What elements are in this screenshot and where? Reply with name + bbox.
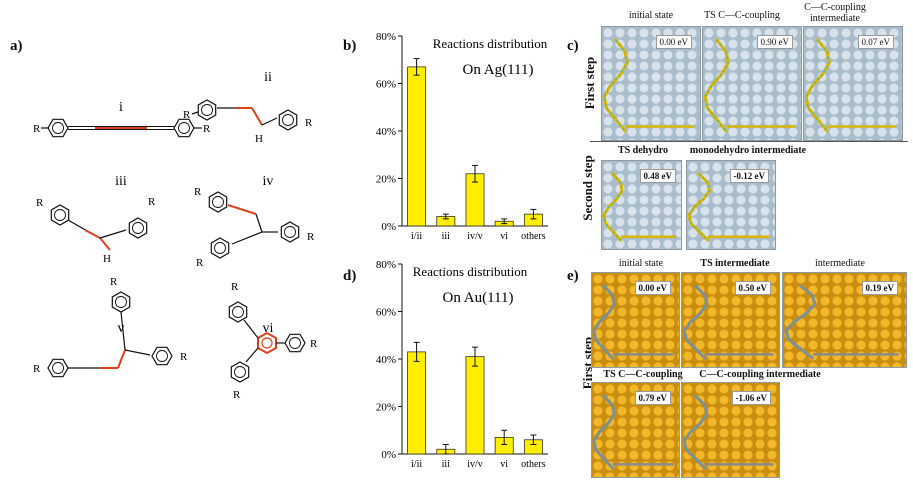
svg-text:H: H (255, 133, 263, 145)
first-step-label-c: First step (582, 56, 597, 110)
e-title-4: TS C—C-coupling (603, 369, 683, 380)
svg-text:R: R (180, 351, 188, 363)
svg-text:R: R (196, 257, 204, 269)
structure-iii-label: iii (115, 174, 127, 189)
structure-ii-label: ii (264, 70, 272, 85)
panel-b-label: b) (343, 38, 357, 54)
svg-text:R: R (183, 109, 191, 121)
structure-iv-label: iv (263, 174, 274, 189)
c-first-step-intermediate: 0.07 eV (803, 26, 903, 141)
au-xtick-label-3: vi (500, 459, 508, 470)
structure-i: i R R (33, 100, 211, 138)
ag-xtick-label-4: others (521, 231, 546, 242)
svg-text:H: H (103, 253, 111, 265)
svg-text:R: R (33, 123, 41, 135)
svg-text:R: R (36, 197, 44, 209)
second-step-label-c: Second step (580, 155, 595, 221)
structure-v: v R R R (33, 276, 188, 378)
au-xtick-label-4: others (521, 459, 546, 470)
panel-c-label: c) (567, 38, 579, 54)
au-ytick-label: 0% (381, 449, 396, 461)
e-ts-intermediate: 0.50 eV (681, 272, 780, 368)
svg-text:R: R (148, 196, 156, 208)
c2-title-1: TS dehydro (617, 145, 669, 156)
chart-au111: 0% 20% 40% 60% 80% i/ii iii iv/v vi others Reactio… (376, 259, 548, 470)
c-title-3: C—C-coupling intermediate (804, 2, 866, 24)
e-initial-state: 0.00 eV (591, 272, 680, 368)
e-intermediate: 0.19 eV (782, 272, 907, 368)
e-title-5: C—C-coupling intermediate (699, 369, 821, 380)
structure-ii: ii R H R (183, 70, 313, 145)
svg-text:R: R (233, 389, 241, 401)
separator-line (590, 141, 908, 142)
e-title-3: intermediate (815, 258, 865, 269)
au-xtick-label-2: iv/v (467, 459, 483, 470)
ag-ytick-label: 60% (376, 79, 396, 91)
ag-ytick-label: 80% (376, 31, 396, 43)
ag-ytick-label: 0% (381, 221, 396, 233)
svg-text:R: R (310, 338, 318, 350)
structure-diagrams: i R R ii R H R iii R H R i (33, 70, 318, 401)
svg-text:R: R (203, 123, 211, 135)
ag-xtick-label-0: i/ii (411, 231, 422, 242)
c-second-step-intermediate: -0.12 eV (686, 160, 776, 250)
e-coupling-intermediate: -1.06 eV (681, 382, 780, 478)
c-first-step-initial: 0.00 eV (601, 26, 701, 141)
au-ytick-label: 40% (376, 354, 396, 366)
svg-text:R: R (307, 231, 315, 243)
ag-xtick-label-1: iii (442, 231, 451, 242)
au-subtitle: On Au(111) (443, 290, 514, 306)
svg-text:R: R (305, 117, 313, 129)
svg-text:R: R (194, 186, 202, 198)
ag-ytick-label: 20% (376, 174, 396, 186)
e-title-2: TS intermediate (700, 258, 770, 269)
structure-v-label: v (118, 321, 125, 336)
svg-text:R: R (110, 276, 118, 288)
chart-ag111: 0% 20% 40% 60% 80% i/ii iii iv/v vi others Reactio… (376, 31, 548, 242)
au-xtick-label-1: iii (442, 459, 451, 470)
e-title-1: initial state (618, 258, 664, 269)
c-title-1: initial state (628, 10, 674, 21)
e-ts-coupling: 0.79 eV (591, 382, 680, 478)
ag-ytick-label: 40% (376, 126, 396, 138)
svg-text:R: R (33, 363, 41, 375)
ag-subtitle: On Ag(111) (463, 62, 534, 78)
au-title: Reactions distribution (413, 264, 528, 279)
structure-iv: iv R R R (194, 174, 315, 269)
ag-xtick-label-2: iv/v (467, 231, 483, 242)
au-bar-2 (465, 356, 485, 455)
structure-iii: iii R H R (36, 174, 156, 265)
c-second-step-ts: 0.48 eV (601, 160, 682, 250)
c-first-step-ts: 0.90 eV (702, 26, 802, 141)
svg-text:R: R (231, 281, 239, 293)
structure-vi: vi R R R (228, 281, 318, 401)
structure-i-label: i (119, 100, 123, 115)
panel-d-label: d) (343, 268, 357, 284)
c-title-2: TS C—C-coupling (704, 10, 780, 21)
au-bar-0 (407, 351, 427, 455)
c2-title-2: monodehydro intermediate (689, 145, 807, 156)
au-xtick-label-0: i/ii (411, 459, 422, 470)
ag-xtick-label-3: vi (500, 231, 508, 242)
structure-vi-label: vi (263, 321, 274, 336)
au-ytick-label: 20% (376, 402, 396, 414)
ag-bar-0 (407, 66, 427, 227)
au-ytick-label: 60% (376, 307, 396, 319)
panel-e-label: e) (567, 268, 579, 284)
ag-title: Reactions distribution (433, 36, 548, 51)
panel-a-label: a) (10, 38, 23, 54)
au-ytick-label: 80% (376, 259, 396, 271)
